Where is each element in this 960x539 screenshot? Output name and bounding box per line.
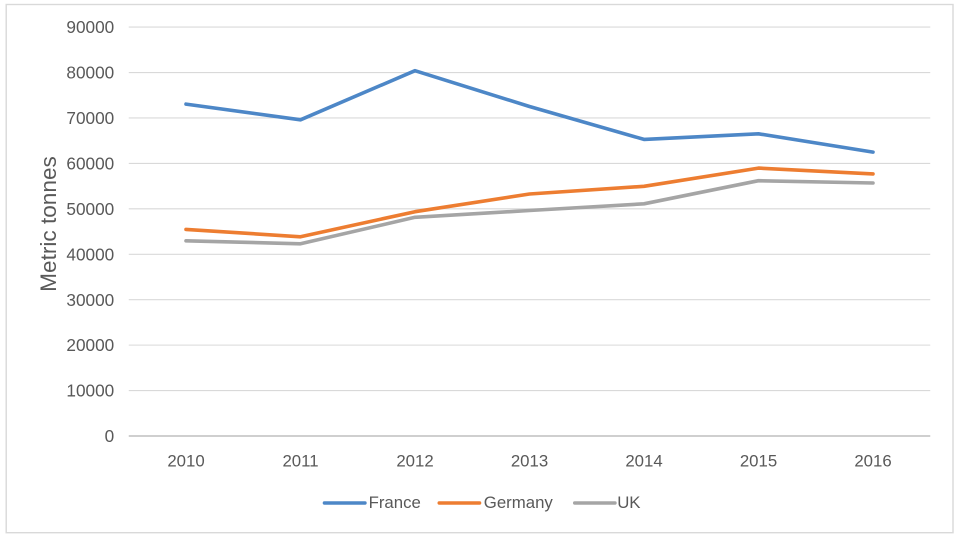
svg-text:2013: 2013 [511, 451, 548, 470]
svg-text:2010: 2010 [167, 451, 204, 470]
svg-text:20000: 20000 [66, 335, 114, 355]
svg-text:0: 0 [105, 426, 115, 446]
svg-text:40000: 40000 [66, 244, 114, 264]
svg-text:70000: 70000 [66, 108, 114, 128]
svg-text:60000: 60000 [66, 154, 114, 174]
svg-text:2011: 2011 [282, 451, 318, 470]
svg-text:90000: 90000 [66, 17, 114, 37]
svg-text:UK: UK [617, 493, 640, 512]
svg-text:10000: 10000 [66, 381, 114, 401]
svg-text:80000: 80000 [66, 63, 114, 83]
svg-text:2015: 2015 [740, 451, 777, 470]
svg-text:50000: 50000 [66, 199, 114, 219]
svg-text:2016: 2016 [854, 451, 891, 470]
svg-text:30000: 30000 [66, 290, 114, 310]
svg-text:Metric tonnes: Metric tonnes [36, 156, 61, 292]
svg-text:2014: 2014 [625, 451, 662, 470]
svg-text:Germany: Germany [484, 493, 554, 512]
svg-text:2012: 2012 [396, 451, 433, 470]
svg-text:France: France [369, 493, 421, 512]
